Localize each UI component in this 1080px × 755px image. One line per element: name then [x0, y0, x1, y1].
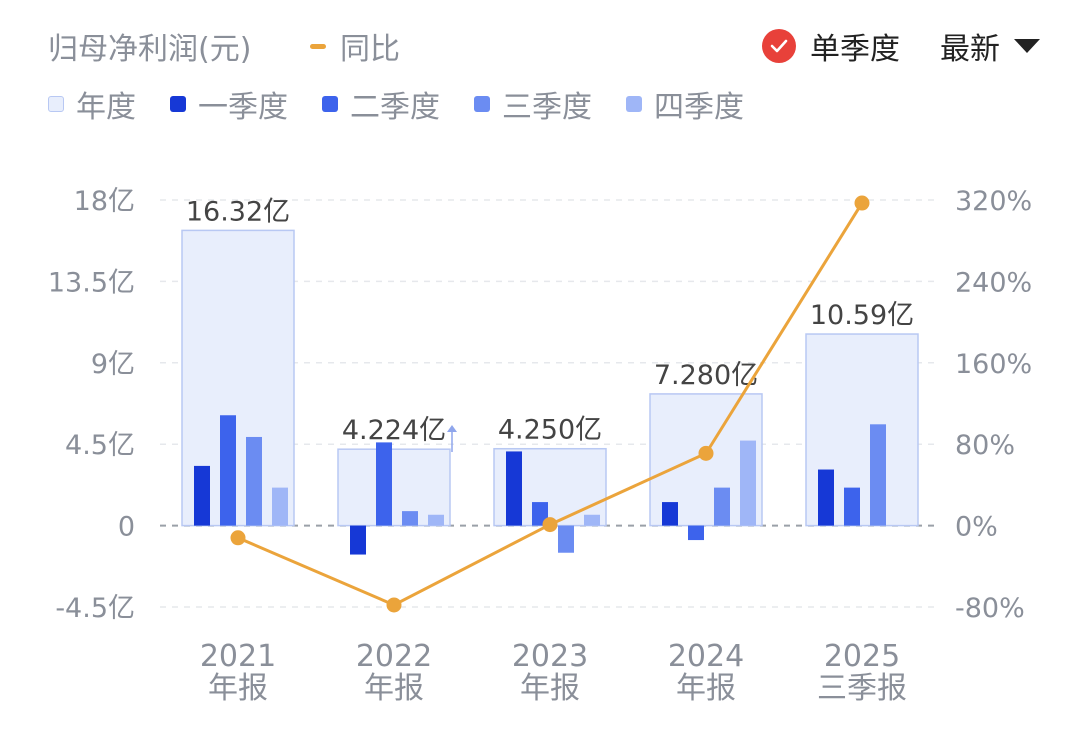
legend-item-1[interactable]: 一季度	[170, 82, 288, 126]
legend-swatch	[322, 96, 338, 112]
quarter-bar	[532, 502, 548, 526]
quarter-bar	[844, 487, 860, 526]
header-controls: 单季度 最新	[762, 24, 1040, 68]
x-tick-label: 年报	[676, 671, 736, 706]
legend-label: 三季度	[502, 90, 592, 125]
yoy-point	[698, 445, 714, 461]
yoy-label: 同比	[340, 32, 400, 67]
quarter-bar	[428, 514, 444, 526]
quarter-bar	[662, 502, 678, 526]
checkmark-icon[interactable]	[762, 29, 796, 63]
quarter-bar	[350, 525, 366, 555]
y2-tick-label: -80%	[955, 593, 1025, 624]
y-tick-label: 9亿	[91, 349, 135, 380]
annual-data-label: 4.224亿	[342, 415, 446, 446]
y-tick-label: -4.5亿	[55, 593, 135, 624]
quarter-bar	[688, 525, 704, 541]
y2-tick-label: 160%	[955, 349, 1032, 380]
yoy-line	[237, 202, 864, 607]
y2-tick-label: 240%	[955, 267, 1032, 298]
y2-tick-label: 0%	[955, 512, 998, 543]
y-tick-label: 0	[118, 512, 135, 543]
quarter-bar	[740, 440, 756, 526]
annual-bar	[337, 448, 451, 527]
chart-header: 归母净利润(元) 同比 单季度 最新	[48, 24, 1040, 68]
y-tick-label: 13.5亿	[48, 267, 135, 298]
yoy-legend: 同比	[310, 24, 400, 68]
quarter-toggle-label[interactable]: 单季度	[810, 32, 900, 67]
x-tick-label: 2024	[668, 639, 744, 674]
quarter-bar	[714, 487, 730, 526]
x-tick-label: 年报	[520, 671, 580, 706]
x-tick-label: 2022	[356, 639, 432, 674]
legend-swatch	[48, 96, 64, 112]
quarter-bar	[870, 424, 886, 526]
quarter-bar	[558, 525, 574, 553]
y2-tick-label: 80%	[955, 430, 1015, 461]
legend-label: 一季度	[198, 90, 288, 125]
legend-label: 四季度	[654, 90, 744, 125]
y-tick-label: 18亿	[74, 186, 135, 217]
x-tick-label: 三季报	[817, 671, 907, 706]
yoy-point	[230, 530, 246, 546]
yoy-point	[854, 195, 870, 211]
quarter-bar	[376, 442, 392, 526]
quarter-bar	[402, 511, 418, 526]
quarter-bar	[272, 487, 288, 526]
x-tick-label: 年报	[364, 671, 424, 706]
legend-label: 年度	[76, 90, 136, 125]
legend-label: 二季度	[350, 90, 440, 125]
annual-data-label: 16.32亿	[186, 196, 290, 227]
yoy-point	[542, 517, 558, 533]
x-tick-label: 2025	[824, 639, 900, 674]
quarter-bar	[220, 415, 236, 526]
caret-down-icon[interactable]	[1014, 39, 1040, 53]
bar-marker-arrow	[447, 425, 457, 432]
x-tick-label: 年报	[208, 671, 268, 706]
chart-legend: 年度 一季度 二季度 三季度 四季度	[48, 82, 778, 126]
annual-data-label: 7.280亿	[654, 360, 758, 391]
annual-data-label: 4.250亿	[498, 415, 602, 446]
quarter-bar	[194, 465, 210, 526]
x-tick-label: 2023	[512, 639, 588, 674]
quarter-bar	[506, 451, 522, 526]
sort-dropdown-label[interactable]: 最新	[940, 32, 1000, 67]
chart-title: 归母净利润(元)	[48, 32, 252, 67]
annual-data-label: 10.59亿	[810, 300, 914, 331]
y-tick-label: 4.5亿	[65, 430, 135, 461]
yoy-line-icon	[310, 43, 326, 49]
legend-swatch	[626, 96, 642, 112]
legend-swatch	[474, 96, 490, 112]
legend-item-3[interactable]: 三季度	[474, 82, 592, 126]
quarter-bar	[584, 514, 600, 526]
x-tick-label: 2021	[200, 639, 276, 674]
legend-swatch	[170, 96, 186, 112]
yoy-point	[386, 597, 402, 613]
y2-tick-label: 320%	[955, 186, 1032, 217]
legend-item-4[interactable]: 四季度	[626, 82, 744, 126]
legend-item-2[interactable]: 二季度	[322, 82, 440, 126]
legend-item-0[interactable]: 年度	[48, 82, 136, 126]
quarter-bar	[246, 436, 262, 526]
quarter-bar	[818, 469, 834, 526]
